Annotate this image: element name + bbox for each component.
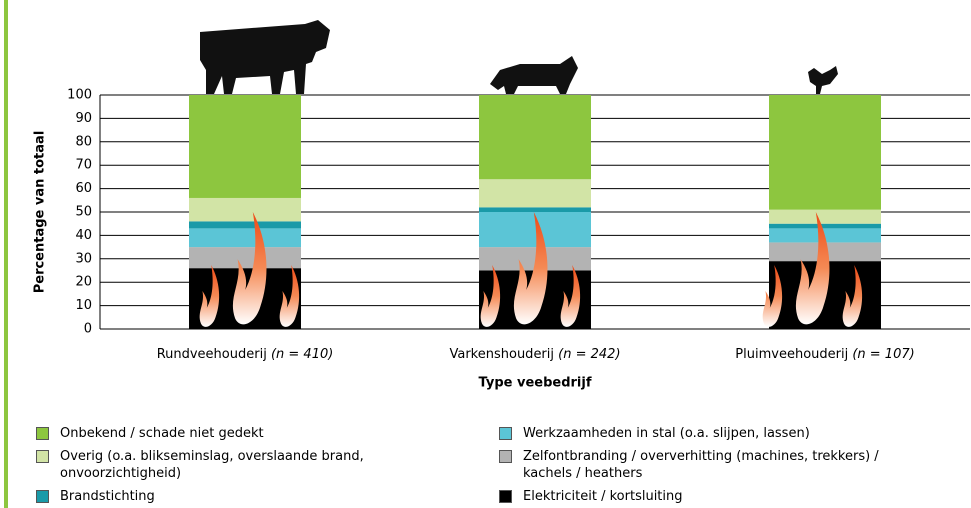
y-tick-label: 0 bbox=[84, 322, 92, 337]
y-tick-label: 10 bbox=[75, 298, 92, 313]
y-tick-label: 40 bbox=[75, 228, 92, 243]
legend-label: Brandstichting bbox=[60, 489, 155, 504]
legend-label: Werkzaamheden in stal (o.a. slijpen, las… bbox=[523, 426, 810, 441]
category-note: (n = 410) bbox=[271, 347, 333, 362]
legend-swatch bbox=[499, 427, 512, 440]
legend: Onbekend / schade niet gedekt Overig (o.a… bbox=[36, 425, 376, 508]
y-axis-title: Percentage van totaal bbox=[33, 131, 48, 294]
legend-label: Overig (o.a. blikseminslag, overslaande … bbox=[60, 449, 364, 481]
legend-item: Brandstichting bbox=[36, 488, 376, 505]
category-note: (n = 242) bbox=[558, 347, 620, 362]
y-tick-label: 20 bbox=[75, 275, 92, 290]
legend-label: Elektriciteit / kortsluiting bbox=[523, 489, 683, 504]
legend-swatch bbox=[36, 490, 49, 503]
legend-item: Overig (o.a. blikseminslag, overslaande … bbox=[36, 448, 376, 482]
bar-segment bbox=[479, 207, 591, 212]
legend-label: Onbekend / schade niet gedekt bbox=[60, 426, 264, 441]
bar-segment bbox=[189, 221, 301, 228]
y-tick-label: 90 bbox=[75, 111, 92, 126]
y-tick-label: 80 bbox=[75, 134, 92, 149]
legend-swatch bbox=[499, 450, 512, 463]
x-tick-label: Varkenshouderij (n = 242) bbox=[449, 347, 620, 362]
x-tick-label: Rundveehouderij (n = 410) bbox=[157, 347, 334, 362]
y-tick-label: 30 bbox=[75, 251, 92, 266]
legend-swatch bbox=[36, 427, 49, 440]
legend-item: Werkzaamheden in stal (o.a. slijpen, las… bbox=[499, 425, 899, 442]
category-name: Varkenshouderij bbox=[449, 347, 554, 362]
legend-swatch bbox=[36, 450, 49, 463]
bar-segment bbox=[189, 228, 301, 247]
legend-item: Elektriciteit / kortsluiting bbox=[499, 488, 899, 505]
category-name: Rundveehouderij bbox=[157, 347, 267, 362]
legend-label: Zelfontbranding / oververhitting (machin… bbox=[523, 449, 879, 481]
y-tick-label: 50 bbox=[75, 205, 92, 220]
y-tick-label: 70 bbox=[75, 158, 92, 173]
y-tick-label: 100 bbox=[67, 88, 92, 103]
bar-segment bbox=[189, 198, 301, 221]
legend: Werkzaamheden in stal (o.a. slijpen, las… bbox=[499, 425, 899, 508]
category-name: Pluimveehouderij bbox=[735, 347, 848, 362]
page: Percentage van totaal Type veebedrijf 0 1… bbox=[0, 0, 971, 508]
bar-segment bbox=[189, 95, 301, 198]
bar-segment bbox=[479, 95, 591, 179]
x-tick-label: Pluimveehouderij (n = 107) bbox=[735, 347, 914, 362]
legend-item: Zelfontbranding / oververhitting (machin… bbox=[499, 448, 899, 482]
bar-segment bbox=[769, 210, 881, 224]
bar-segment bbox=[479, 179, 591, 207]
x-axis-title: Type veebedrijf bbox=[479, 376, 592, 391]
bar-segment bbox=[189, 247, 301, 268]
y-tick-label: 60 bbox=[75, 181, 92, 196]
bar-segment bbox=[769, 224, 881, 229]
legend-swatch bbox=[499, 490, 512, 503]
bar-segment bbox=[769, 95, 881, 210]
legend-item: Onbekend / schade niet gedekt bbox=[36, 425, 376, 442]
category-note: (n = 107) bbox=[852, 347, 914, 362]
